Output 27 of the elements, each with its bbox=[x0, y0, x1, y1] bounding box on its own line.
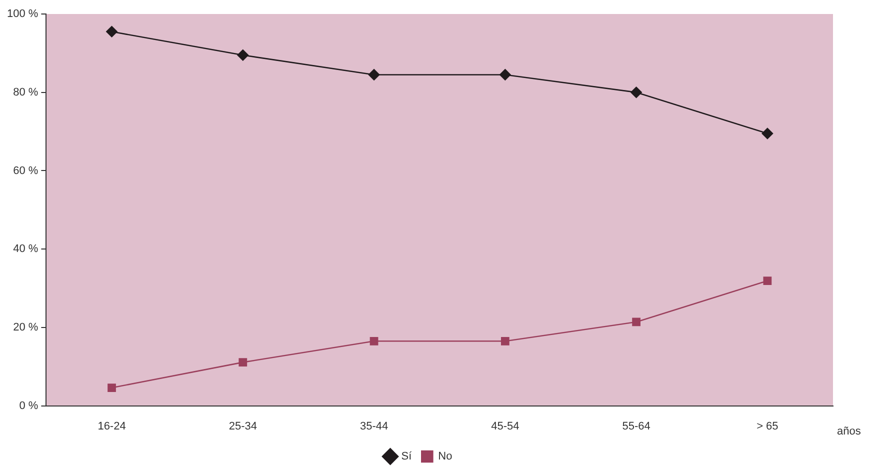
y-tick-label: 40 % bbox=[13, 243, 38, 256]
x-tick-label: 25-34 bbox=[228, 420, 257, 432]
x-axis-title: años bbox=[837, 425, 862, 438]
point bbox=[500, 69, 511, 80]
y-tick-label: 60 % bbox=[13, 164, 38, 177]
point bbox=[106, 26, 118, 38]
point bbox=[370, 336, 378, 346]
y-tick-label: 80 % bbox=[13, 86, 38, 98]
y-tick-label: 20 % bbox=[13, 321, 38, 334]
point bbox=[238, 358, 248, 366]
x-tick-label: > 65 bbox=[756, 420, 778, 432]
point bbox=[763, 276, 772, 285]
point bbox=[632, 318, 640, 326]
x-tick-label: 45-54 bbox=[491, 420, 520, 432]
x-tick-label: 55-64 bbox=[622, 420, 650, 432]
legend-label: Sí bbox=[401, 450, 413, 463]
x-tick-label: 16-24 bbox=[98, 420, 126, 432]
point bbox=[108, 384, 116, 392]
point bbox=[237, 49, 249, 61]
point bbox=[368, 69, 380, 80]
y-tick-label: 100 % bbox=[6, 8, 38, 20]
point bbox=[500, 336, 510, 346]
x-tick-label: 35-44 bbox=[360, 420, 388, 432]
legend-label: No bbox=[438, 450, 452, 463]
point bbox=[630, 86, 642, 98]
point bbox=[762, 128, 774, 140]
y-tick-label: 0 % bbox=[19, 400, 38, 412]
